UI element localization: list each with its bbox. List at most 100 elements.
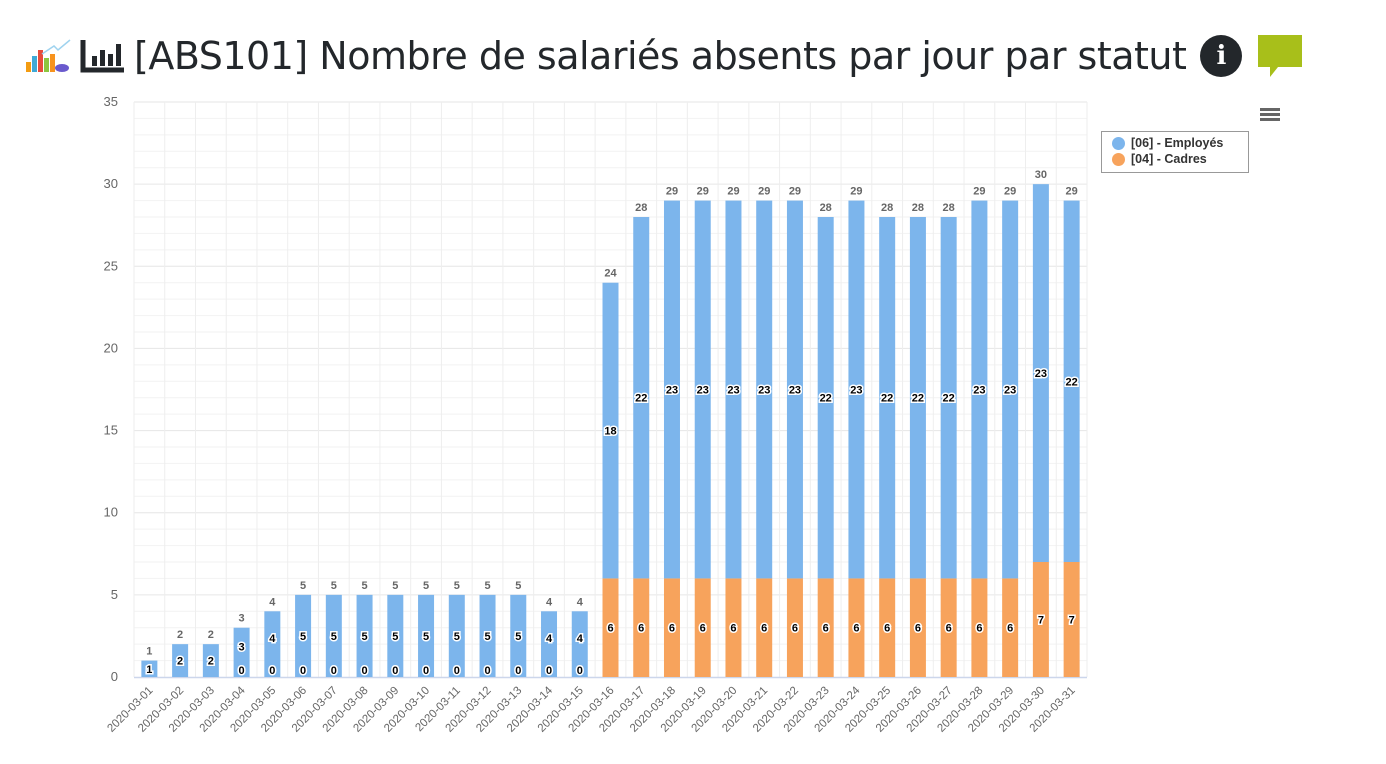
bar-cadres	[817, 578, 834, 677]
data-label-cadres: 0	[331, 665, 337, 677]
x-tick-label: 2020-03-17	[597, 685, 647, 735]
data-label-employes: 1	[146, 664, 152, 676]
data-label-employes: 2	[177, 656, 183, 668]
bar-employes	[694, 200, 711, 579]
x-tick-label: 2020-03-02	[136, 685, 186, 735]
x-tick-label: 2020-03-09	[351, 685, 401, 735]
bar-employes	[879, 217, 896, 579]
data-label-employes: 5	[300, 631, 306, 643]
total-label: 5	[515, 580, 521, 592]
data-label-cadres: 0	[484, 665, 490, 677]
x-tick-label: 2020-03-04	[198, 684, 249, 735]
total-label: 5	[362, 580, 368, 592]
bar-employes	[909, 217, 926, 579]
data-label-cadres: 0	[423, 665, 429, 677]
bar-employes	[940, 217, 957, 579]
x-tick-label: 2020-03-23	[782, 685, 832, 735]
data-label-cadres: 6	[853, 623, 859, 635]
y-tick-label: 0	[111, 669, 118, 684]
y-tick-label: 35	[104, 94, 118, 109]
bar-cadres	[1032, 562, 1049, 677]
comment-icon[interactable]	[1256, 33, 1304, 79]
total-label: 5	[454, 580, 460, 592]
data-label-employes: 5	[515, 631, 521, 643]
bar-cadres	[633, 578, 650, 677]
bar-cadres	[848, 578, 865, 677]
bar-cadres	[756, 578, 773, 677]
total-label: 29	[850, 186, 862, 198]
bar-cadres	[909, 578, 926, 677]
total-label: 29	[727, 186, 739, 198]
bar-employes	[1032, 184, 1049, 562]
legend-item-employes[interactable]: [06] - Employés	[1102, 135, 1248, 151]
x-tick-label: 2020-03-03	[167, 685, 217, 735]
data-label-employes: 4	[269, 633, 276, 645]
data-label-employes: 23	[727, 385, 739, 397]
data-label-cadres: 6	[884, 623, 890, 635]
data-label-employes: 23	[973, 385, 985, 397]
data-label-employes: 22	[820, 393, 832, 405]
total-label: 28	[820, 202, 832, 214]
data-label-cadres: 7	[1069, 615, 1075, 627]
legend-item-cadres[interactable]: [04] - Cadres	[1102, 151, 1248, 167]
bar-employes	[541, 611, 558, 677]
x-tick-label: 2020-03-27	[905, 685, 955, 735]
y-tick-label: 5	[111, 587, 118, 602]
x-tick-label: 2020-03-22	[751, 685, 801, 735]
data-label-employes: 2	[208, 656, 214, 668]
bar-employes	[756, 200, 773, 579]
y-tick-label: 20	[104, 340, 118, 355]
total-label: 1	[146, 646, 152, 658]
total-label: 5	[484, 580, 490, 592]
x-tick-label: 2020-03-01	[105, 685, 155, 735]
total-label: 29	[666, 186, 678, 198]
bar-employes	[602, 282, 619, 579]
y-tick-label: 10	[104, 505, 118, 520]
bar-cadres	[725, 578, 742, 677]
x-tick-label: 2020-03-06	[259, 685, 309, 735]
total-label: 4	[269, 596, 276, 608]
data-label-employes: 5	[454, 631, 460, 643]
x-tick-label: 2020-03-05	[228, 685, 278, 735]
data-label-cadres: 0	[577, 665, 583, 677]
x-tick-label: 2020-03-10	[382, 685, 432, 735]
total-label: 28	[881, 202, 893, 214]
data-label-employes: 5	[362, 631, 368, 643]
data-label-cadres: 0	[546, 665, 552, 677]
data-label-employes: 3	[239, 641, 245, 653]
info-icon[interactable]: i	[1200, 35, 1243, 77]
chart-menu-button[interactable]	[1260, 106, 1280, 123]
data-label-cadres: 6	[946, 623, 952, 635]
y-tick-label: 25	[104, 258, 118, 273]
bar-employes	[172, 644, 189, 677]
bar-chart-icon	[80, 40, 124, 73]
bar-employes	[448, 594, 465, 677]
x-tick-label: 2020-03-20	[690, 685, 740, 735]
data-label-employes: 22	[943, 393, 955, 405]
bar-employes	[848, 200, 865, 579]
total-label: 29	[1066, 186, 1078, 198]
bar-cadres	[663, 578, 680, 677]
total-label: 5	[392, 580, 398, 592]
bar-cadres	[940, 578, 957, 677]
total-label: 24	[604, 268, 617, 280]
data-label-cadres: 0	[515, 665, 521, 677]
total-label: 28	[912, 202, 924, 214]
data-label-employes: 22	[881, 393, 893, 405]
data-label-employes: 23	[1035, 368, 1047, 380]
total-label: 2	[177, 629, 183, 641]
legend-label: [06] - Employés	[1131, 136, 1224, 150]
bar-employes	[387, 594, 404, 677]
data-label-cadres: 7	[1038, 615, 1044, 627]
total-label: 2	[208, 629, 214, 641]
y-tick-label: 15	[104, 423, 118, 438]
bar-employes	[356, 594, 373, 677]
x-tick-label: 2020-03-24	[812, 684, 863, 735]
bar-employes	[233, 627, 250, 677]
data-label-employes: 5	[484, 631, 490, 643]
page-title: [ABS101] Nombre de salariés absents par …	[134, 34, 1187, 78]
data-label-employes: 23	[1004, 385, 1016, 397]
x-tick-label: 2020-03-26	[874, 685, 924, 735]
bar-cadres	[1063, 562, 1080, 677]
